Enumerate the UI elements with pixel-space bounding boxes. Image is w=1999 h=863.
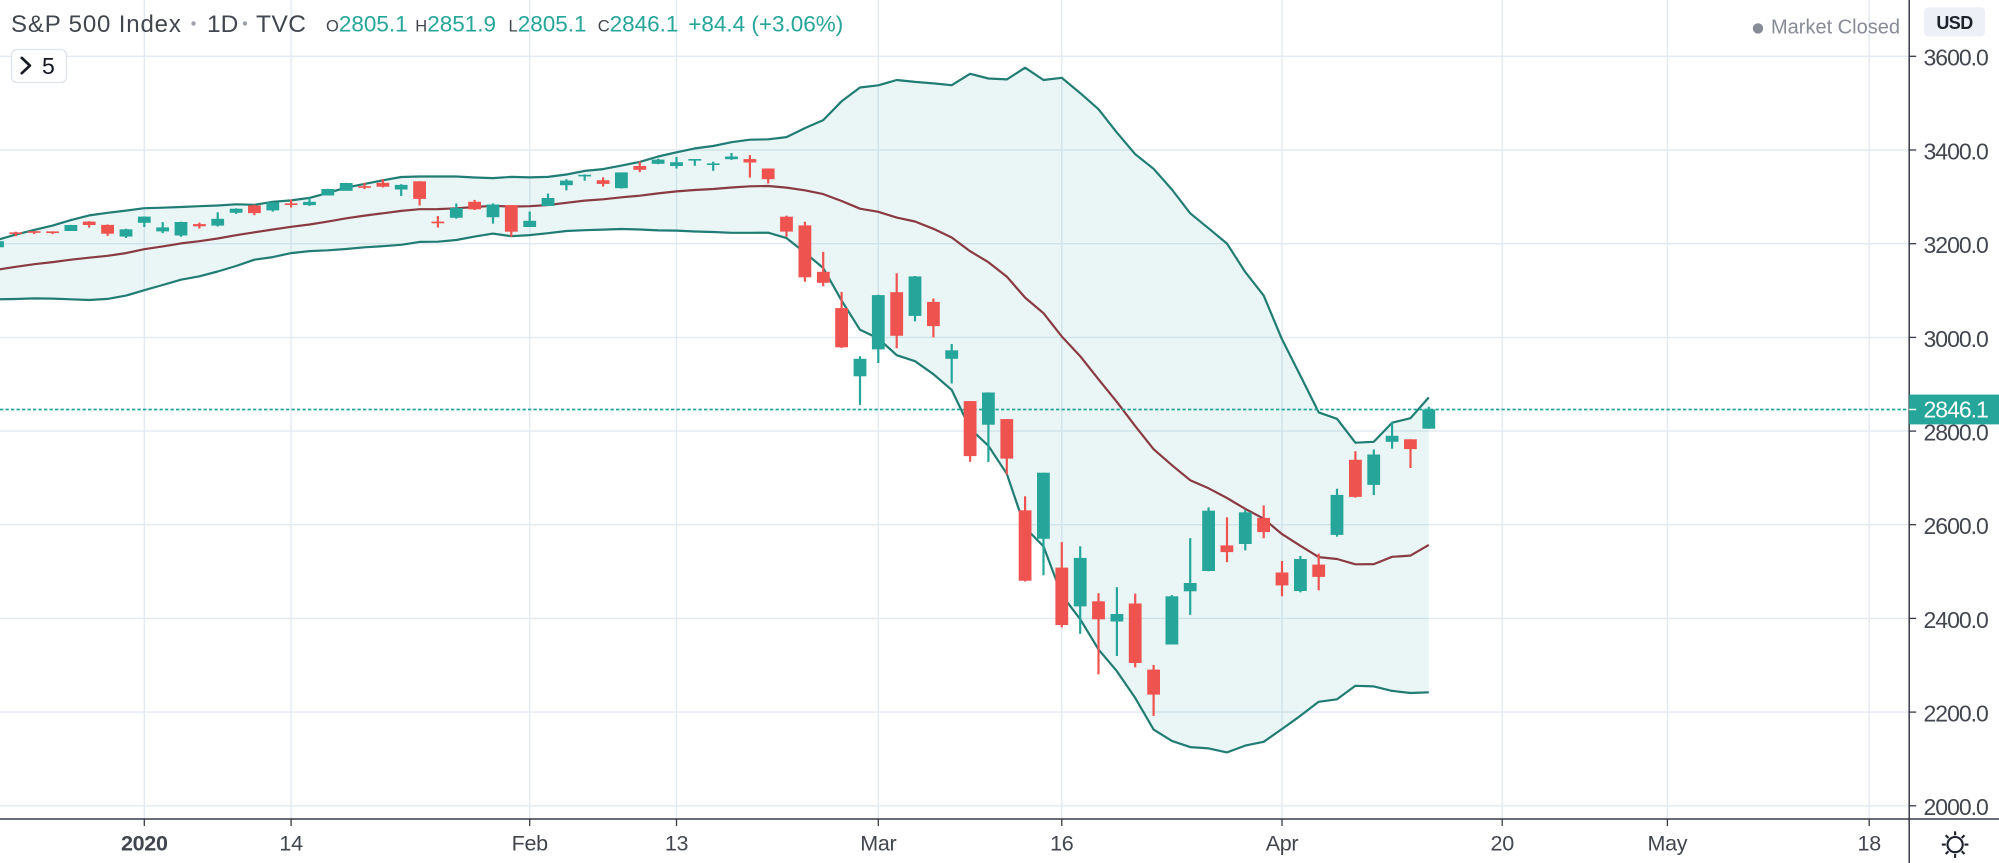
svg-text:Feb: Feb (512, 832, 548, 856)
svg-text:3400.0: 3400.0 (1924, 138, 1989, 164)
svg-text:2400.0: 2400.0 (1924, 607, 1989, 633)
svg-text:1D: 1D (207, 11, 238, 38)
svg-text:2200.0: 2200.0 (1924, 701, 1989, 727)
svg-text:18: 18 (1858, 832, 1882, 856)
svg-text:May: May (1648, 832, 1688, 856)
svg-text:13: 13 (665, 832, 689, 856)
svg-text:S&P 500 Index: S&P 500 Index (11, 11, 182, 38)
svg-text:Apr: Apr (1266, 832, 1299, 856)
svg-text:Mar: Mar (860, 832, 896, 856)
svg-text:3000.0: 3000.0 (1924, 326, 1989, 352)
svg-text:Market Closed: Market Closed (1771, 16, 1900, 38)
svg-text:3600.0: 3600.0 (1924, 45, 1989, 71)
svg-text:5: 5 (42, 53, 55, 79)
svg-text:2846.1: 2846.1 (1924, 397, 1989, 423)
svg-text:16: 16 (1050, 832, 1074, 856)
svg-text:2000.0: 2000.0 (1924, 794, 1989, 820)
svg-text:3200.0: 3200.0 (1924, 232, 1989, 258)
svg-text:USD: USD (1936, 13, 1973, 33)
svg-text:14: 14 (279, 832, 303, 856)
svg-text:2020: 2020 (121, 832, 168, 856)
svg-text:20: 20 (1491, 832, 1515, 856)
svg-text:2600.0: 2600.0 (1924, 513, 1989, 539)
svg-text:TVC: TVC (256, 11, 307, 38)
